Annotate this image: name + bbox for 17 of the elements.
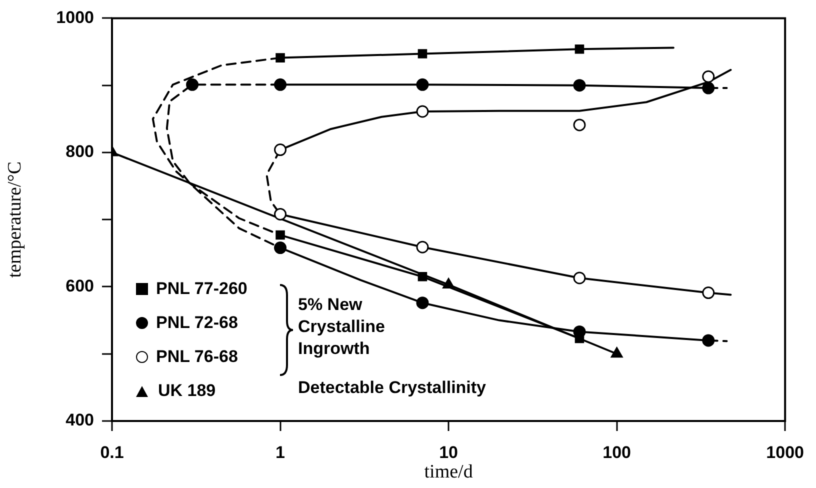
x-tick-label: 1 xyxy=(276,442,286,462)
legend-label: PNL 76-68 xyxy=(156,347,238,367)
x-tick-label: 0.1 xyxy=(100,442,124,462)
x-tick-label: 100 xyxy=(602,442,632,462)
y-tick-label: 600 xyxy=(66,276,94,296)
y-axis-title: temperature/°C xyxy=(4,161,26,278)
legend-label: PNL 72-68 xyxy=(156,313,238,333)
y-tick-label: 400 xyxy=(66,410,94,430)
y-tick-label: 800 xyxy=(66,142,94,162)
legend-label: PNL 77-260 xyxy=(156,279,248,299)
annotation: 5% New Crystalline Ingrowth xyxy=(298,294,386,360)
x-axis-title: time/d xyxy=(424,462,474,483)
y-tick-label: 1000 xyxy=(56,8,94,27)
annotation: Detectable Crystallinity xyxy=(298,377,486,399)
x-tick-label: 10 xyxy=(439,442,458,462)
legend-label: UK 189 xyxy=(158,381,216,401)
x-tick-label: 1000 xyxy=(766,442,804,462)
